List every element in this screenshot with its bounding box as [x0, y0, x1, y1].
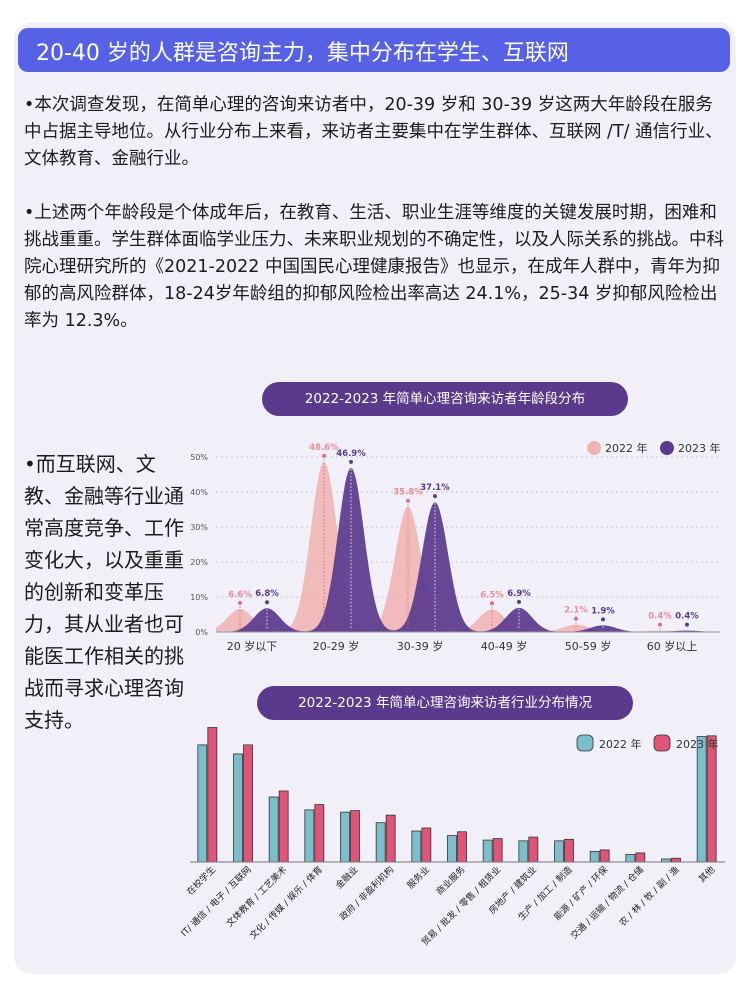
age-point-2	[517, 599, 521, 604]
age-ytick-label: 10%	[190, 593, 208, 602]
industry-bar-2	[564, 838, 574, 863]
industry-category-label: 商业服务	[434, 864, 468, 898]
content-card	[14, 22, 736, 974]
industry-bar-1	[482, 839, 493, 863]
industry-bar-1	[340, 811, 350, 863]
age-ytick-label: 0%	[195, 628, 208, 637]
age-legend-swatch-1	[587, 441, 601, 455]
age-point-2	[349, 459, 353, 464]
industry-bar-2	[278, 790, 289, 863]
industry-bar-2	[421, 827, 432, 863]
age-data-label: 35.8%	[393, 488, 423, 498]
age-category-label: 30-39 岁	[397, 639, 443, 653]
industry-category-label: 文体教育 / 工艺美术	[224, 864, 290, 930]
industry-bar-1	[554, 840, 564, 863]
industry-bar-2	[492, 838, 503, 863]
age-point-2	[601, 617, 605, 622]
age-ytick-label: 50%	[190, 453, 208, 462]
age-series-area-2	[216, 467, 720, 632]
industry-bar-2	[671, 857, 681, 863]
age-category-label: 60 岁以上	[647, 639, 698, 653]
age-category-label: 20-29 岁	[313, 639, 359, 653]
age-point-1	[406, 498, 410, 503]
age-category-label: 20 岁以下	[227, 639, 278, 653]
industry-legend-label: 2022 年	[599, 737, 642, 751]
age-data-label: 48.6%	[309, 443, 339, 453]
age-point-1	[322, 453, 326, 458]
industry-bar-1	[625, 854, 636, 863]
age-legend-label: 2023 年	[678, 441, 721, 455]
age-data-label: 6.6%	[228, 590, 252, 600]
age-data-label: 1.9%	[591, 606, 615, 616]
industry-category-label: 金融业	[333, 864, 361, 892]
header-title: 20-40 岁的人群是咨询主力，集中分布在学生、互联网	[36, 41, 569, 66]
industry-bar-1	[304, 809, 315, 863]
header-banner: 20-40 岁的人群是咨询主力，集中分布在学生、互联网	[18, 28, 730, 72]
industry-category-label: 在校学生	[184, 864, 218, 898]
industry-bar-1	[233, 753, 243, 863]
industry-bar-1	[375, 822, 386, 863]
industry-category-label: 其他	[696, 864, 717, 885]
paragraph-context: •上述两个年龄段是个体成年后，在教育、生活、职业生涯等维度的关键发展时期，困难和…	[24, 203, 724, 331]
industry-legend-swatch-1	[576, 734, 594, 752]
age-data-label: 46.9%	[336, 449, 366, 459]
industry-chart-title: 2022-2023 年简单心理咨询来访者行业分布情况	[257, 686, 633, 720]
age-point-1	[490, 601, 494, 606]
industry-bar-1	[518, 840, 529, 863]
industry-bar-2	[385, 814, 396, 863]
age-data-label: 2.1%	[564, 606, 588, 616]
age-ytick-label: 40%	[190, 488, 208, 497]
industry-legend-swatch-2	[653, 734, 671, 752]
age-category-label: 50-59 岁	[565, 639, 611, 653]
industry-bar-2	[528, 836, 539, 863]
paragraph-industry: •而互联网、文教、金融等行业通常高度竞争、工作变化大，以及重重的创新和变革压力，…	[24, 452, 184, 732]
industry-category-label: 农 / 林 / 牧 / 副 / 渔	[617, 864, 682, 929]
age-data-label: 0.4%	[675, 612, 699, 622]
industry-category-label: 服务业	[404, 864, 432, 892]
age-legend-swatch-2	[660, 441, 674, 455]
age-point-1	[574, 616, 578, 621]
industry-category-label: IT/ 通信 / 电子 / 互联网	[178, 864, 253, 939]
age-data-label: 6.8%	[255, 589, 279, 599]
industry-bar-1	[411, 830, 422, 863]
age-data-label: 37.1%	[420, 483, 450, 493]
industry-bar-1	[696, 736, 707, 863]
age-point-2	[685, 622, 689, 627]
industry-bar-2	[706, 735, 717, 863]
age-point-2	[265, 600, 269, 605]
industry-bar-1	[447, 835, 457, 863]
industry-bar-2	[350, 810, 360, 863]
age-ytick-label: 30%	[190, 523, 208, 532]
industry-bar-1	[589, 851, 600, 863]
age-legend-label: 2022 年	[605, 441, 648, 455]
industry-bar-2	[457, 831, 467, 863]
age-data-label: 0.4%	[648, 612, 672, 622]
industry-bar-2	[635, 852, 646, 863]
age-data-label: 6.9%	[507, 589, 531, 599]
industry-bar-2	[207, 727, 218, 863]
age-category-label: 40-49 岁	[481, 639, 527, 653]
age-point-2	[433, 494, 437, 499]
age-ytick-label: 20%	[190, 558, 208, 567]
industry-bar-2	[243, 744, 253, 863]
age-series-area-1	[216, 462, 720, 632]
industry-bar-2	[599, 849, 610, 863]
age-point-1	[658, 622, 662, 627]
age-data-label: 6.5%	[480, 590, 504, 600]
industry-legend-label: 2023 年	[676, 737, 719, 751]
age-chart-title: 2022-2023 年简单心理咨询来访者年龄段分布	[262, 382, 628, 416]
age-point-1	[238, 600, 242, 605]
industry-bar-1	[197, 744, 208, 863]
industry-bar-1	[268, 796, 279, 863]
paragraph-findings: •本次调查发现，在简单心理的咨询来访者中，20-39 岁和 30-39 岁这两大…	[24, 95, 723, 169]
industry-bar-2	[314, 804, 325, 863]
